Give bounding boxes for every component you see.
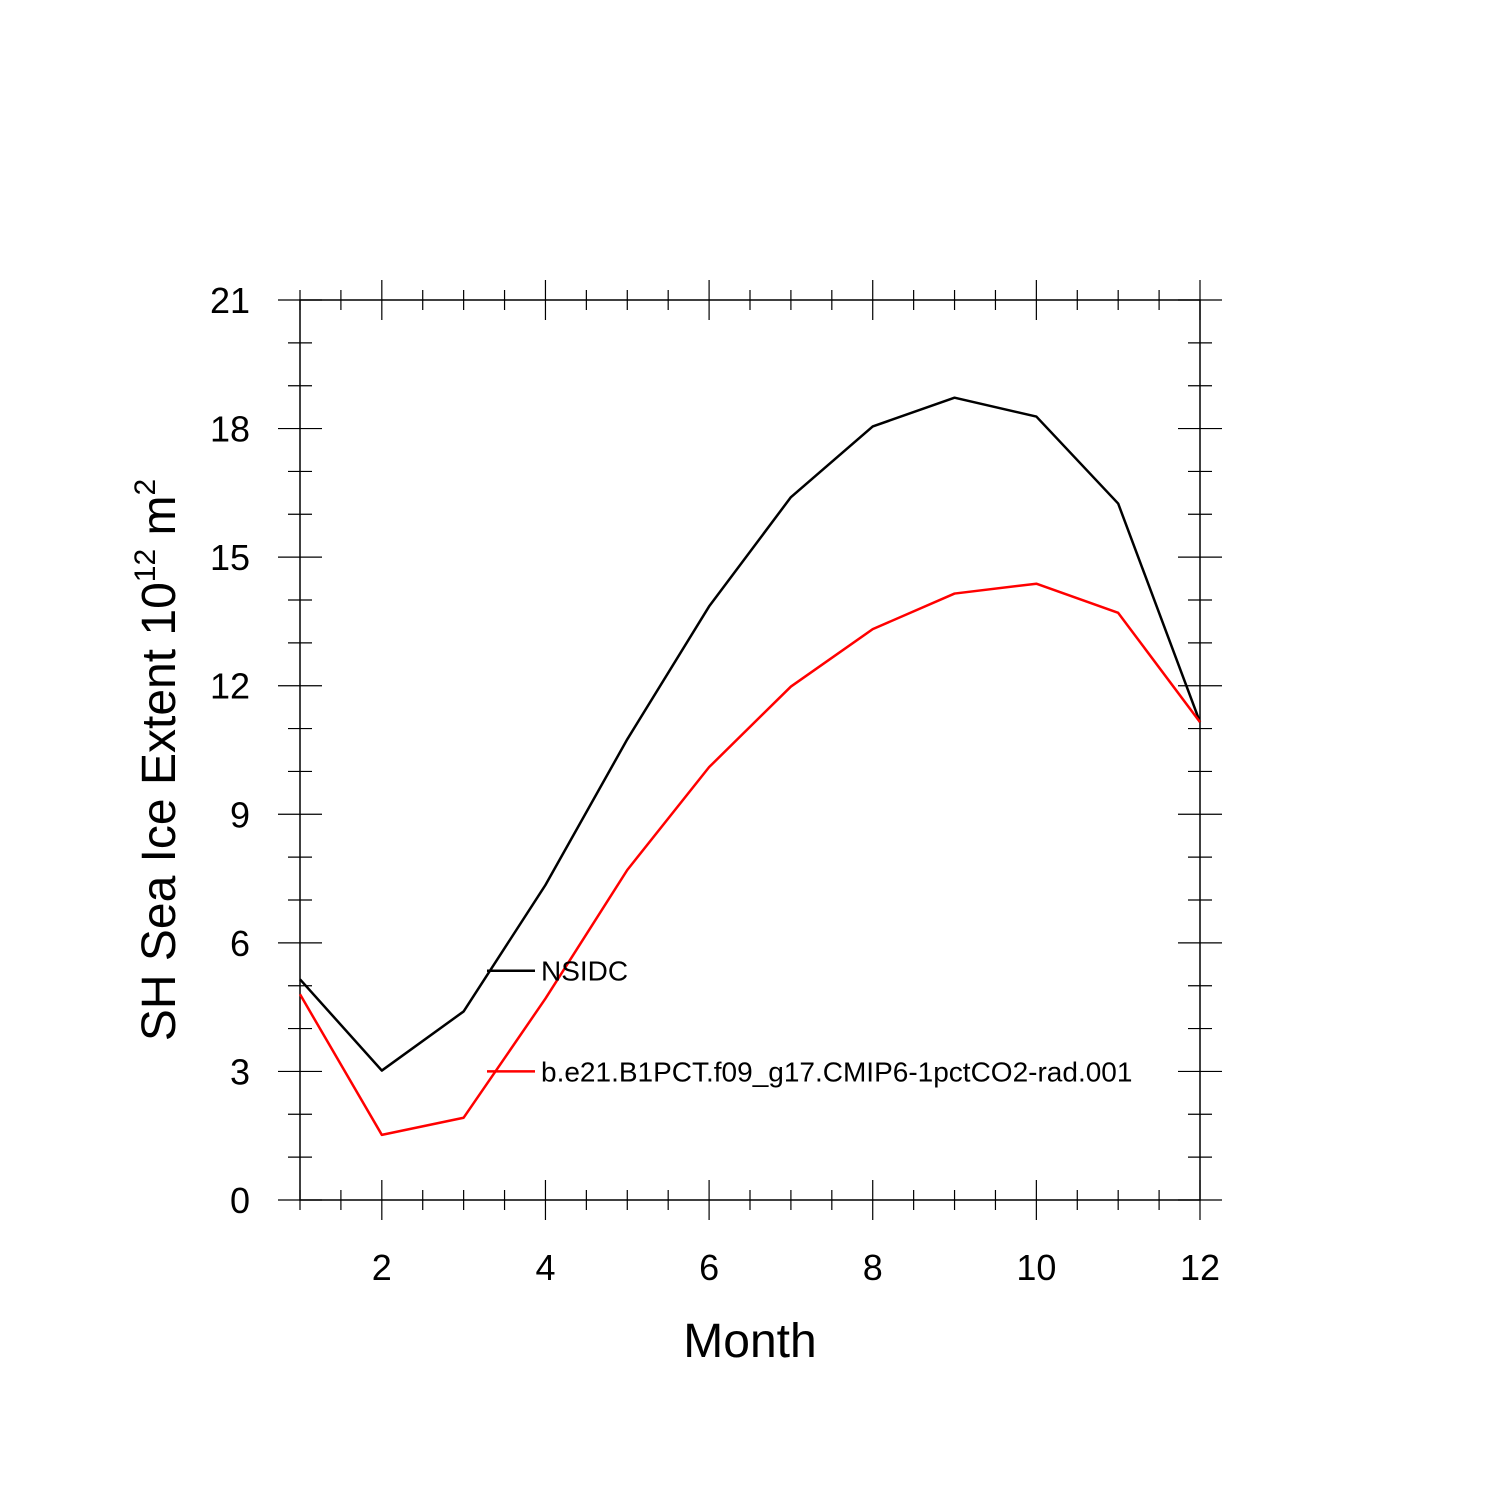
y-axis-title-main: SH Sea Ice Extent 10 <box>133 582 186 1041</box>
y-axis-ticks: 0 3 6 9 12 15 18 21 <box>210 280 1222 1221</box>
y-tick-label: 21 <box>210 280 250 321</box>
y-tick-label: 6 <box>230 923 250 964</box>
x-axis-title: Month <box>683 1315 816 1368</box>
series-lines <box>298 396 1202 1137</box>
y-tick-label: 9 <box>230 794 250 835</box>
x-tick-label: 10 <box>1016 1247 1056 1288</box>
series-line-1 <box>299 396 1202 1072</box>
y-tick-label: 0 <box>230 1180 250 1221</box>
y-tick-label: 3 <box>230 1051 250 1092</box>
y-tick-label: 12 <box>210 666 250 707</box>
y-tick-label: 15 <box>210 537 250 578</box>
legend: NSIDC b.e21.B1PCT.f09_g17.CMIP6-1pctCO2-r… <box>487 956 1132 1087</box>
x-tick-label: 4 <box>535 1247 555 1288</box>
y-axis-title-unit-exponent: 2 <box>129 479 162 496</box>
x-tick-label: 12 <box>1180 1247 1220 1288</box>
y-axis-title-exponent: 12 <box>129 549 162 582</box>
x-tick-label: 6 <box>699 1247 719 1288</box>
y-tick-label: 18 <box>210 409 250 450</box>
y-axis-title-unit: m <box>133 496 186 549</box>
legend-label: NSIDC <box>541 956 628 987</box>
legend-label: b.e21.B1PCT.f09_g17.CMIP6-1pctCO2-rad.00… <box>541 1056 1132 1087</box>
x-tick-label: 8 <box>863 1247 883 1288</box>
x-tick-label: 2 <box>372 1247 392 1288</box>
x-axis-ticks: 2 4 6 8 10 12 <box>299 280 1220 1288</box>
series-line-2 <box>298 582 1202 1137</box>
y-axis-title: SH Sea Ice Extent 1012 m2 <box>129 479 186 1041</box>
